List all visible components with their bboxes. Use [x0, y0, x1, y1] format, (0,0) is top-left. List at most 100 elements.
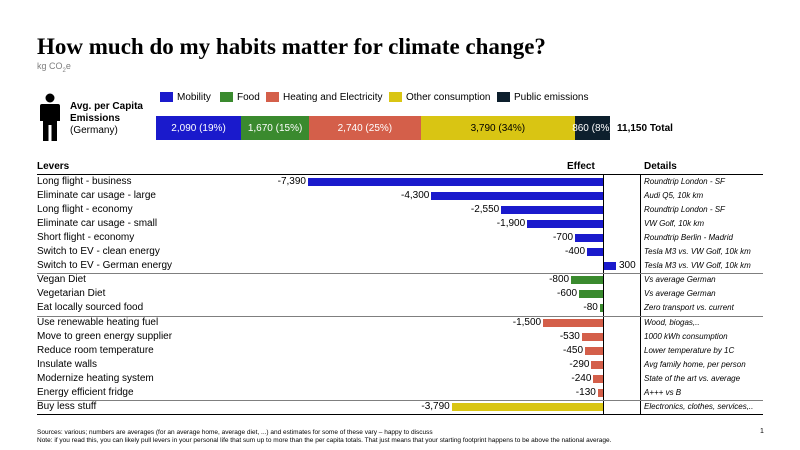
lever-label: Long flight - economy	[37, 204, 133, 216]
effect-bar	[587, 248, 603, 257]
legend-item: Mobility	[160, 91, 211, 103]
legend-item: Other consumption	[389, 91, 491, 103]
effect-bar	[451, 402, 603, 411]
effect-value-label: -530	[559, 330, 580, 342]
effect-value-label: -600	[557, 288, 578, 300]
effect-value-label: -700	[553, 232, 574, 244]
lever-label: Energy efficient fridge	[37, 386, 134, 398]
legend-swatch	[220, 92, 233, 102]
effect-value-label: -450	[563, 344, 584, 356]
lever-label: Reduce room temperature	[37, 344, 154, 356]
stack-segment: 1,670 (15%)	[241, 116, 310, 140]
detail-label: Tesla M3 vs. VW Golf, 10k km	[644, 261, 751, 271]
lever-label: Eat locally sourced food	[37, 302, 144, 314]
legend-label: Other consumption	[406, 91, 491, 103]
lever-label: Eliminate car usage - large	[37, 190, 156, 202]
detail-label: 1000 kWh consumption	[644, 331, 728, 341]
effect-bar	[527, 220, 603, 229]
detail-label: Lower temperature by 1C	[644, 345, 735, 355]
lever-label: Modernize heating system	[37, 372, 154, 384]
effect-bar	[501, 206, 603, 215]
lever-label: Switch to EV - German energy	[37, 260, 173, 272]
header-rule	[37, 174, 763, 175]
effect-header: Effect	[567, 161, 595, 172]
detail-label: Electronics, clothes, services,..	[644, 401, 754, 411]
effect-bar	[579, 290, 603, 299]
effect-bar	[599, 304, 603, 313]
detail-label: Wood, biogas,..	[644, 317, 700, 327]
detail-label: VW Golf, 10k km	[644, 219, 705, 229]
detail-label: Vs average German	[644, 275, 716, 285]
effect-value-label: -800	[549, 274, 570, 286]
lever-label: Long flight - business	[37, 176, 132, 187]
effect-bar	[585, 346, 603, 355]
detail-label: Avg family home, per person	[644, 359, 746, 369]
avg-per-capita-label: Avg. per Capita Emissions (Germany)	[70, 101, 143, 136]
group-separator	[37, 273, 763, 275]
legend-item: Food	[220, 91, 260, 103]
lever-label: Insulate walls	[37, 358, 98, 370]
detail-label: Tesla M3 vs. VW Golf, 10k km	[644, 247, 751, 257]
lever-label: Short flight - economy	[37, 232, 135, 244]
effect-value-label: -400	[565, 246, 586, 258]
detail-label: Zero transport vs. current	[644, 303, 734, 313]
effect-value-label: -4,300	[401, 190, 430, 202]
legend-label: Public emissions	[514, 91, 589, 103]
note-footnote: Note: if you read this, you can likely p…	[37, 437, 612, 444]
legend-label: Mobility	[177, 91, 211, 103]
effect-value-label: -290	[569, 358, 590, 370]
effect-bar	[581, 332, 603, 341]
group-separator	[37, 399, 763, 401]
lever-label: Vegetarian Diet	[37, 288, 106, 300]
effect-bar	[597, 388, 603, 397]
legend-label: Heating and Electricity	[283, 91, 383, 103]
lever-label: Buy less stuff	[37, 400, 97, 412]
sources-footnote: Sources: various; numbers are averages (…	[37, 429, 433, 436]
stack-segment-label: 860 (8%)	[572, 122, 613, 134]
lever-label: Use renewable heating fuel	[37, 316, 159, 328]
effect-bar	[308, 178, 603, 186]
bottom-rule	[37, 413, 763, 415]
effect-bar	[593, 374, 603, 383]
details-divider	[640, 175, 641, 414]
effect-value-label: -2,550	[470, 204, 500, 216]
legend-swatch	[389, 92, 402, 102]
detail-label: Roundtrip Berlin - Madrid	[644, 233, 733, 243]
zero-axis-line	[603, 175, 604, 414]
levers-header: Levers	[37, 161, 70, 172]
effect-value-label: -3,790	[421, 400, 450, 412]
effect-value-label: 300	[618, 260, 636, 272]
stack-segment: 3,790 (34%)	[420, 116, 575, 140]
legend-label: Food	[237, 91, 260, 103]
effect-bar	[575, 234, 603, 243]
detail-label: Vs average German	[644, 289, 716, 299]
person-icon	[40, 93, 60, 141]
effect-value-label: -130	[575, 386, 596, 398]
legend-item: Public emissions	[497, 91, 588, 103]
stack-segment: 2,090 (19%)	[156, 116, 242, 140]
lever-label: Eliminate car usage - small	[37, 218, 158, 230]
effect-bar	[431, 192, 603, 201]
lever-label: Vegan Diet	[37, 274, 86, 286]
effect-value-label: -240	[571, 372, 592, 384]
lever-label: Switch to EV - clean energy	[37, 246, 160, 258]
stack-segment-label: 2,740 (25%)	[337, 122, 393, 134]
detail-label: Audi Q5, 10k km	[644, 191, 704, 201]
effect-value-label: -80	[583, 302, 598, 314]
detail-label: State of the art vs. average	[644, 373, 741, 383]
effect-bar	[543, 318, 603, 327]
stack-segment: 860 (8%)	[572, 116, 613, 140]
detail-label: A+++ vs B	[644, 387, 682, 397]
detail-label: Roundtrip London - SF	[644, 205, 725, 215]
stack-segment-label: 3,790 (34%)	[470, 122, 526, 134]
effect-bar	[571, 276, 603, 285]
stack-segment-label: 2,090 (19%)	[171, 122, 226, 134]
legend-swatch	[497, 92, 510, 102]
page-number: 1	[760, 428, 764, 435]
legend-item: Heating and Electricity	[266, 91, 383, 103]
total-label: 11,150 Total	[617, 123, 673, 134]
effect-value-label: -7,390	[277, 176, 306, 187]
legend-swatch	[266, 92, 279, 102]
details-header: Details	[644, 161, 677, 172]
stack-segment: 2,740 (25%)	[309, 116, 421, 140]
